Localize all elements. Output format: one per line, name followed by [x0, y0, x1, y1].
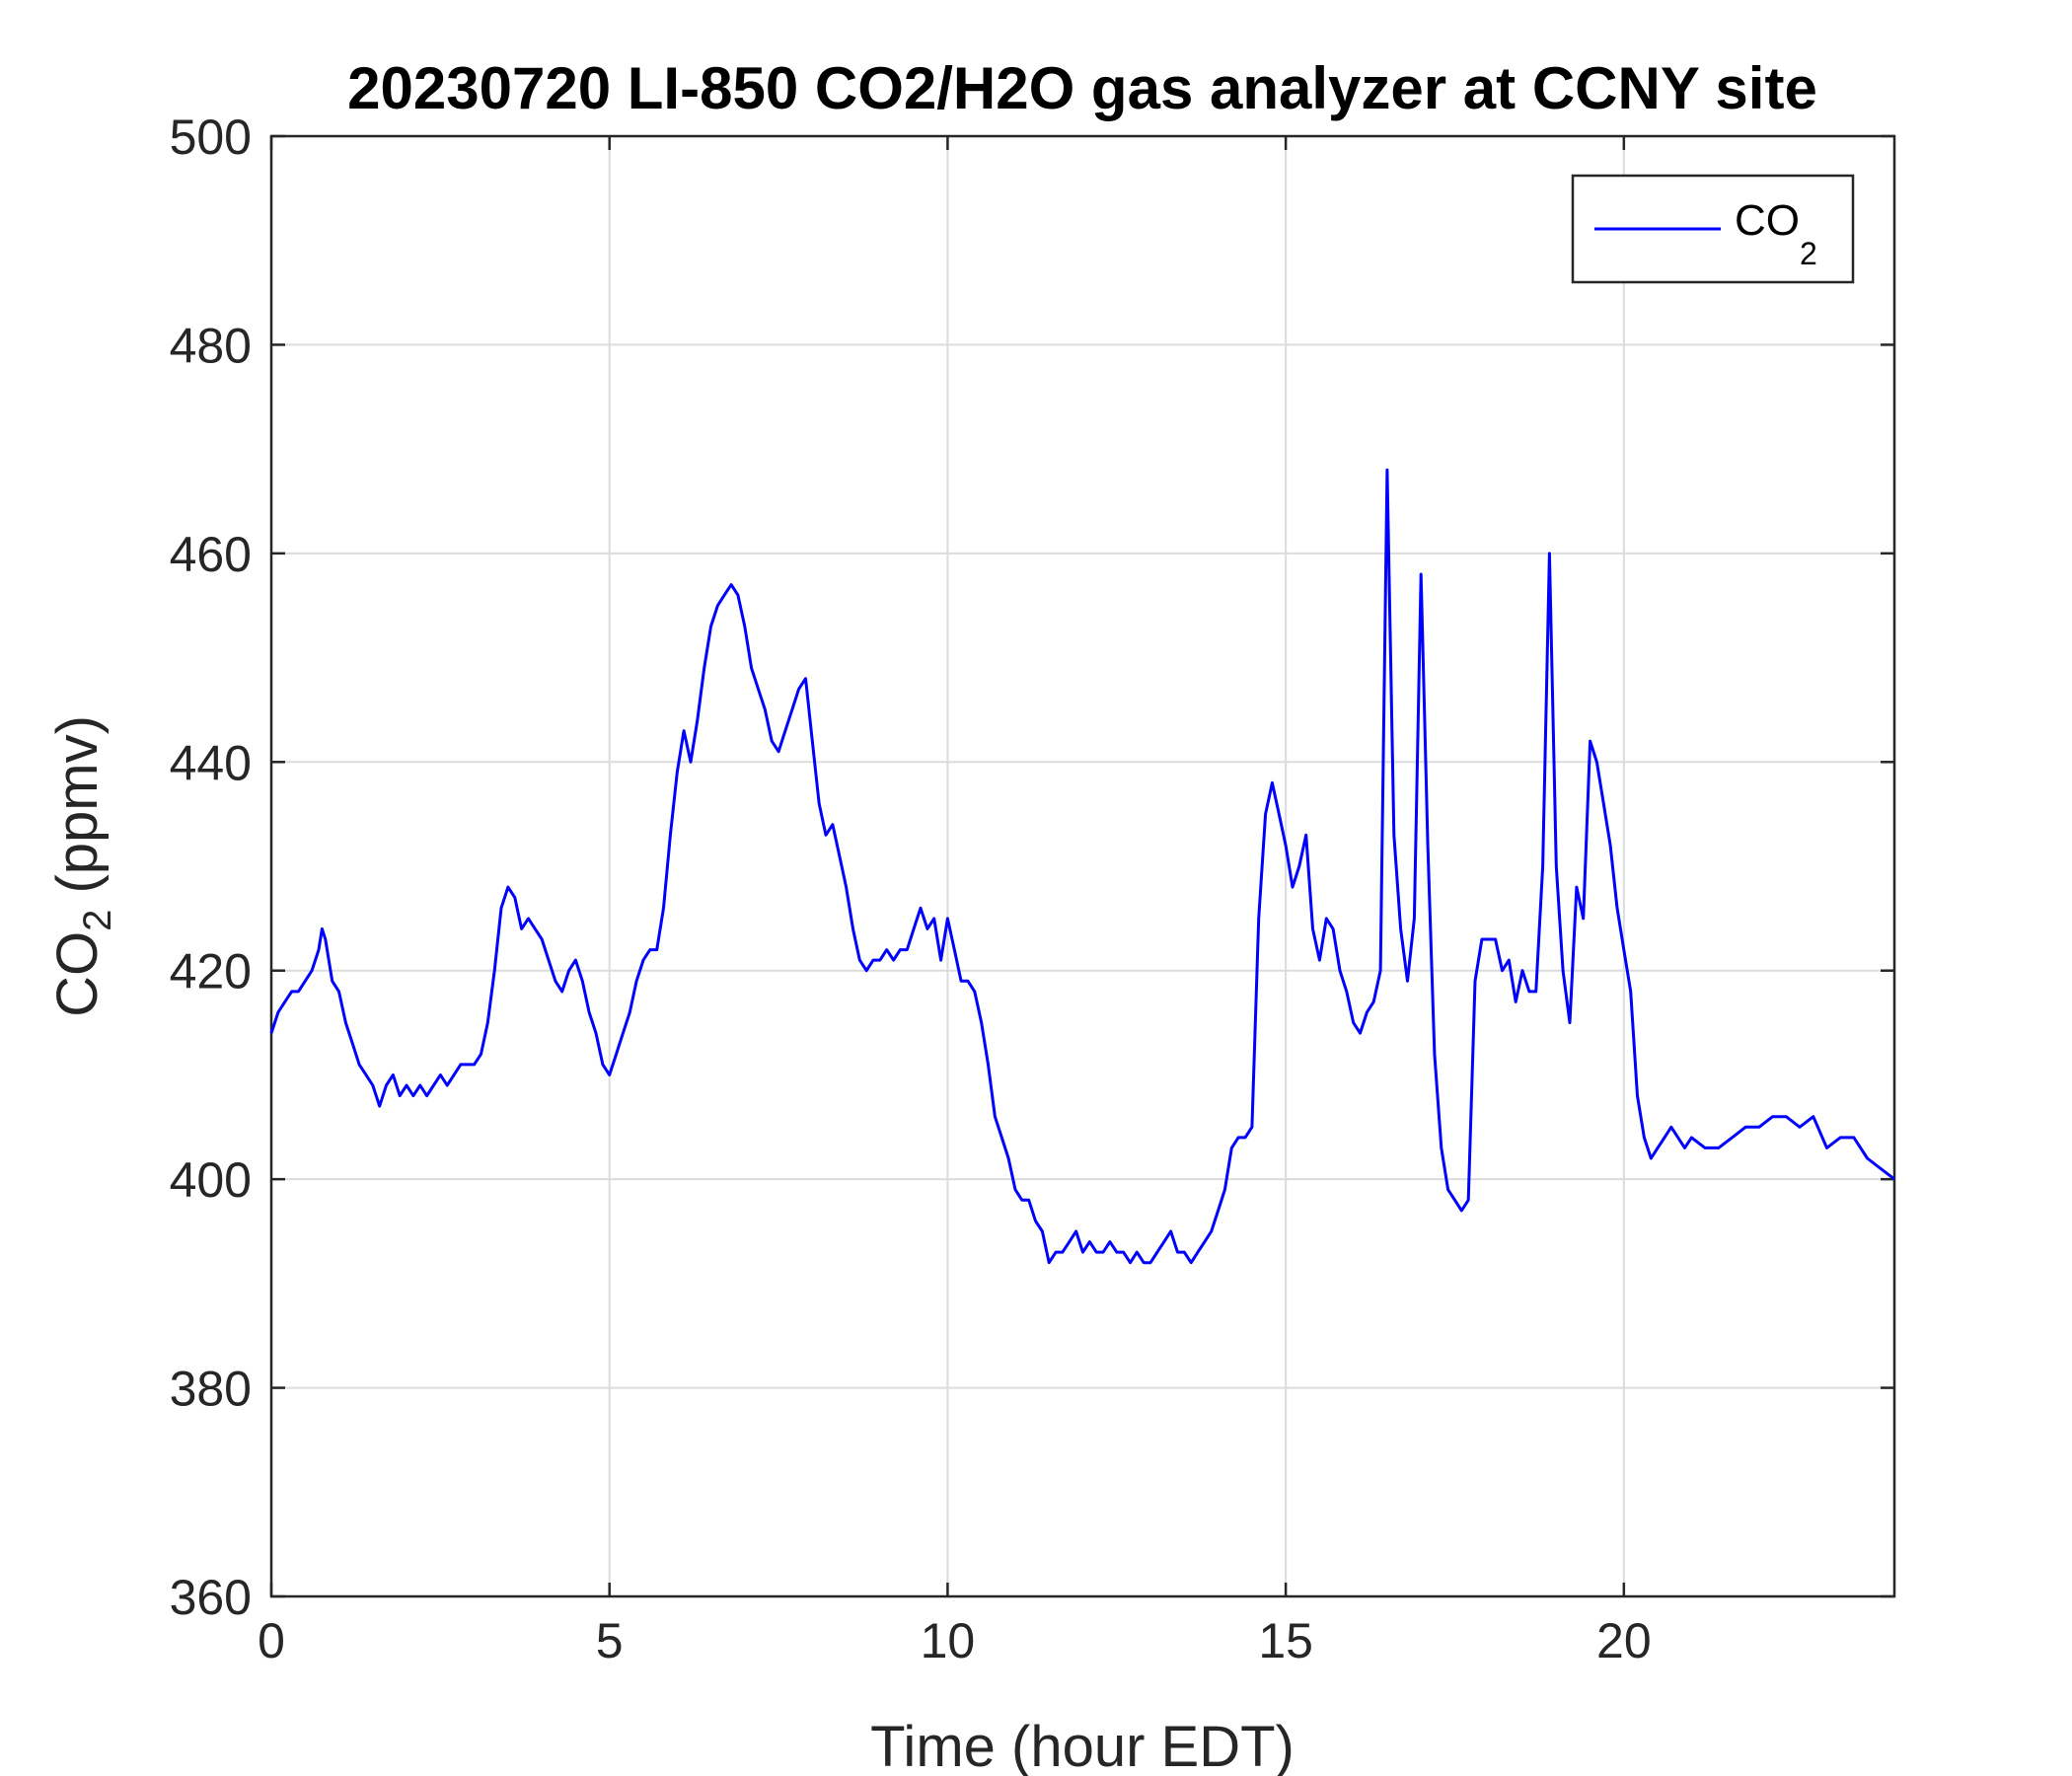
y-tick-label-2: 400: [170, 1152, 252, 1208]
co2-series-line: [269, 468, 1895, 1265]
y-tick-label-4: 440: [170, 735, 252, 790]
y-axis-label: CO2 (ppmv): [45, 715, 119, 1017]
x-tick-label-0: 0: [258, 1613, 285, 1668]
y-tick-label-6: 480: [170, 318, 252, 373]
legend-label-co2: CO2: [1735, 196, 1817, 271]
y-axis-label-unit: (ppmv): [45, 715, 110, 910]
x-tick-label-4: 20: [1596, 1613, 1652, 1668]
x-tick-label-3: 15: [1258, 1613, 1313, 1668]
y-tick-label-1: 380: [170, 1362, 252, 1417]
y-tick-label-3: 420: [170, 944, 252, 999]
legend-label-subscript: 2: [1800, 236, 1817, 271]
y-axis-label-subscript: 2: [76, 910, 119, 931]
y-tick-label-7: 500: [170, 110, 252, 165]
x-tick-label-1: 5: [596, 1613, 624, 1668]
y-axis-label-main: CO: [45, 931, 110, 1017]
grid-lines: [270, 135, 1894, 1597]
legend-label-main: CO: [1735, 196, 1800, 245]
axis-ticks: 0 5 10 15 20 360 380 400 420 440 460 480 500: [170, 110, 1894, 1668]
y-tick-label-5: 460: [170, 527, 252, 582]
x-axis-label: Time (hour EDT): [870, 1715, 1295, 1776]
x-tick-label-2: 10: [921, 1613, 976, 1668]
legend: CO2: [1571, 174, 1855, 284]
chart-title: 20230720 LI-850 CO2/H2O gas analyzer at …: [347, 55, 1817, 121]
y-tick-label-0: 360: [170, 1570, 252, 1625]
plot-area-frame: [269, 134, 1896, 1598]
